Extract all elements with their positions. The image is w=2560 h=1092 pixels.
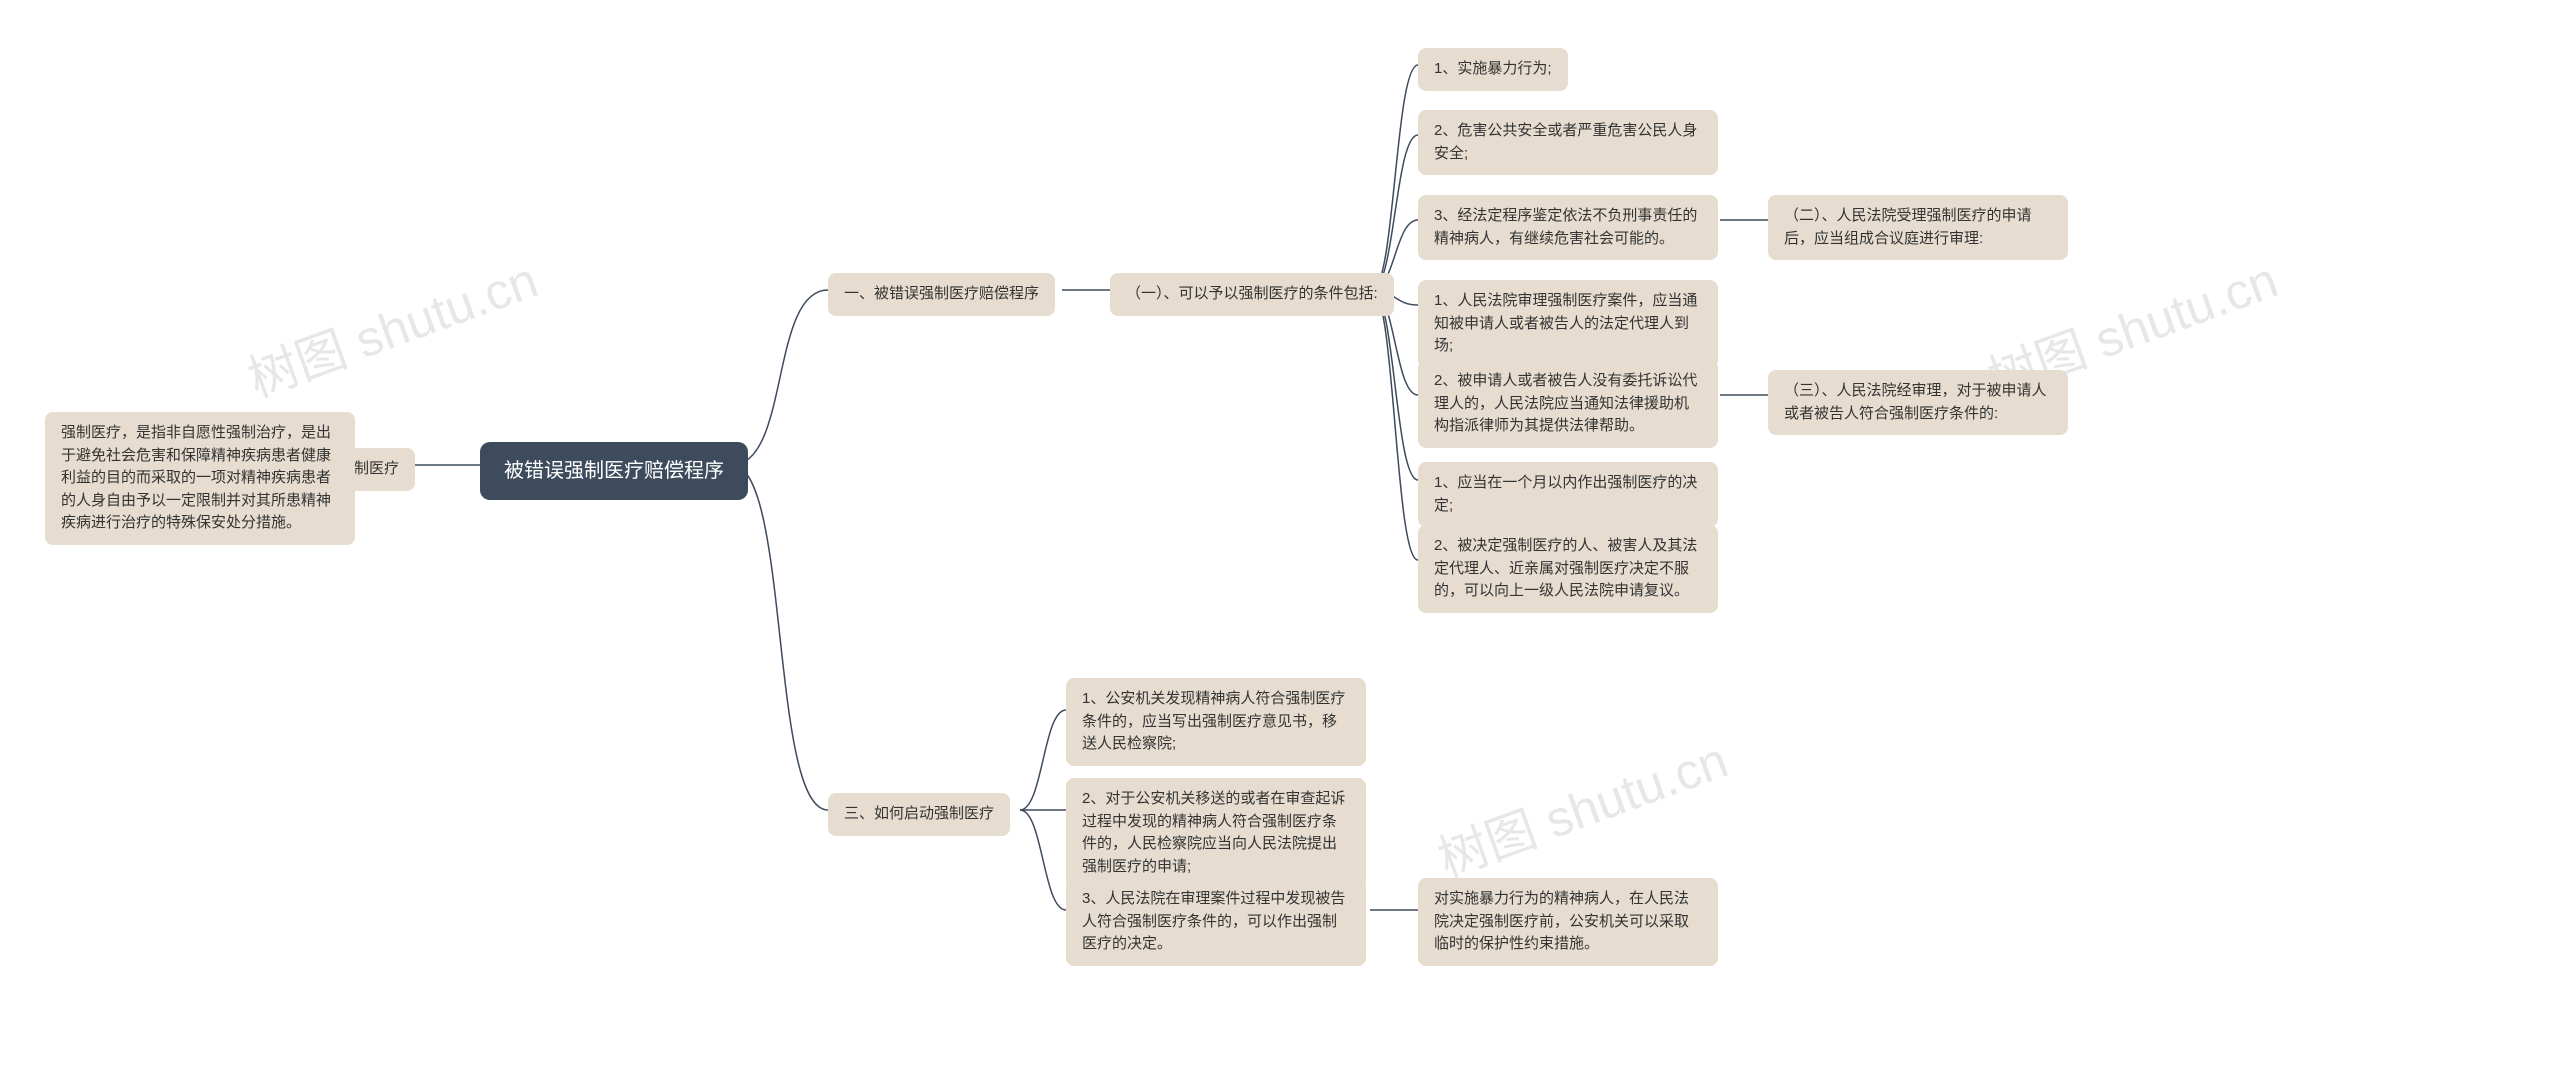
branch1-sub-text: （一）、可以予以强制医疗的条件包括:: [1126, 283, 1378, 306]
branch3-item3: 3、人民法院在审理案件过程中发现被告人符合强制医疗条件的，可以作出强制医疗的决定…: [1066, 878, 1366, 966]
branch1-title-text: 一、被错误强制医疗赔偿程序: [844, 283, 1039, 306]
branch1-item7: 2、被决定强制医疗的人、被害人及其法定代理人、近亲属对强制医疗决定不服的，可以向…: [1418, 525, 1718, 613]
branch3-ext-text: 对实施暴力行为的精神病人，在人民法院决定强制医疗前，公安机关可以采取临时的保护性…: [1434, 888, 1702, 956]
branch1-sub: （一）、可以予以强制医疗的条件包括:: [1110, 273, 1394, 316]
branch1-item7-text: 2、被决定强制医疗的人、被害人及其法定代理人、近亲属对强制医疗决定不服的，可以向…: [1434, 535, 1702, 603]
branch1-item2: 2、危害公共安全或者严重危害公民人身安全;: [1418, 110, 1718, 175]
branch3-item1-text: 1、公安机关发现精神病人符合强制医疗条件的，应当写出强制医疗意见书，移送人民检察…: [1082, 688, 1350, 756]
branch3-title: 三、如何启动强制医疗: [828, 793, 1010, 836]
branch1-ext2: （三）、人民法院经审理，对于被申请人或者被告人符合强制医疗条件的:: [1768, 370, 2068, 435]
branch3-item2: 2、对于公安机关移送的或者在审查起诉过程中发现的精神病人符合强制医疗条件的，人民…: [1066, 778, 1366, 888]
root-title: 被错误强制医疗赔偿程序: [504, 456, 724, 486]
branch1-item1-text: 1、实施暴力行为;: [1434, 58, 1552, 81]
branch2-desc: 强制医疗，是指非自愿性强制治疗，是出于避免社会危害和保障精神疾病患者健康利益的目…: [45, 412, 355, 545]
branch1-item5: 2、被申请人或者被告人没有委托诉讼代理人的，人民法院应当通知法律援助机构指派律师…: [1418, 360, 1718, 448]
branch3-title-text: 三、如何启动强制医疗: [844, 803, 994, 826]
branch1-title: 一、被错误强制医疗赔偿程序: [828, 273, 1055, 316]
branch1-item1: 1、实施暴力行为;: [1418, 48, 1568, 91]
watermark: 树图 shutu.cn: [1427, 720, 1736, 891]
branch3-item3-text: 3、人民法院在审理案件过程中发现被告人符合强制医疗条件的，可以作出强制医疗的决定…: [1082, 888, 1350, 956]
branch1-item4: 1、人民法院审理强制医疗案件，应当通知被申请人或者被告人的法定代理人到场;: [1418, 280, 1718, 368]
branch1-item4-text: 1、人民法院审理强制医疗案件，应当通知被申请人或者被告人的法定代理人到场;: [1434, 290, 1702, 358]
branch1-item3: 3、经法定程序鉴定依法不负刑事责任的精神病人，有继续危害社会可能的。: [1418, 195, 1718, 260]
branch1-item6: 1、应当在一个月以内作出强制医疗的决定;: [1418, 462, 1718, 527]
root-node: 被错误强制医疗赔偿程序: [480, 442, 748, 500]
branch1-ext1: （二）、人民法院受理强制医疗的申请后，应当组成合议庭进行审理:: [1768, 195, 2068, 260]
branch1-ext1-text: （二）、人民法院受理强制医疗的申请后，应当组成合议庭进行审理:: [1784, 205, 2052, 250]
branch1-item6-text: 1、应当在一个月以内作出强制医疗的决定;: [1434, 472, 1702, 517]
branch3-ext: 对实施暴力行为的精神病人，在人民法院决定强制医疗前，公安机关可以采取临时的保护性…: [1418, 878, 1718, 966]
watermark: 树图 shutu.cn: [237, 240, 546, 411]
branch3-item1: 1、公安机关发现精神病人符合强制医疗条件的，应当写出强制医疗意见书，移送人民检察…: [1066, 678, 1366, 766]
branch1-ext2-text: （三）、人民法院经审理，对于被申请人或者被告人符合强制医疗条件的:: [1784, 380, 2052, 425]
branch1-item3-text: 3、经法定程序鉴定依法不负刑事责任的精神病人，有继续危害社会可能的。: [1434, 205, 1702, 250]
branch1-item2-text: 2、危害公共安全或者严重危害公民人身安全;: [1434, 120, 1702, 165]
branch1-item5-text: 2、被申请人或者被告人没有委托诉讼代理人的，人民法院应当通知法律援助机构指派律师…: [1434, 370, 1702, 438]
branch2-desc-text: 强制医疗，是指非自愿性强制治疗，是出于避免社会危害和保障精神疾病患者健康利益的目…: [61, 422, 339, 535]
branch3-item2-text: 2、对于公安机关移送的或者在审查起诉过程中发现的精神病人符合强制医疗条件的，人民…: [1082, 788, 1350, 878]
